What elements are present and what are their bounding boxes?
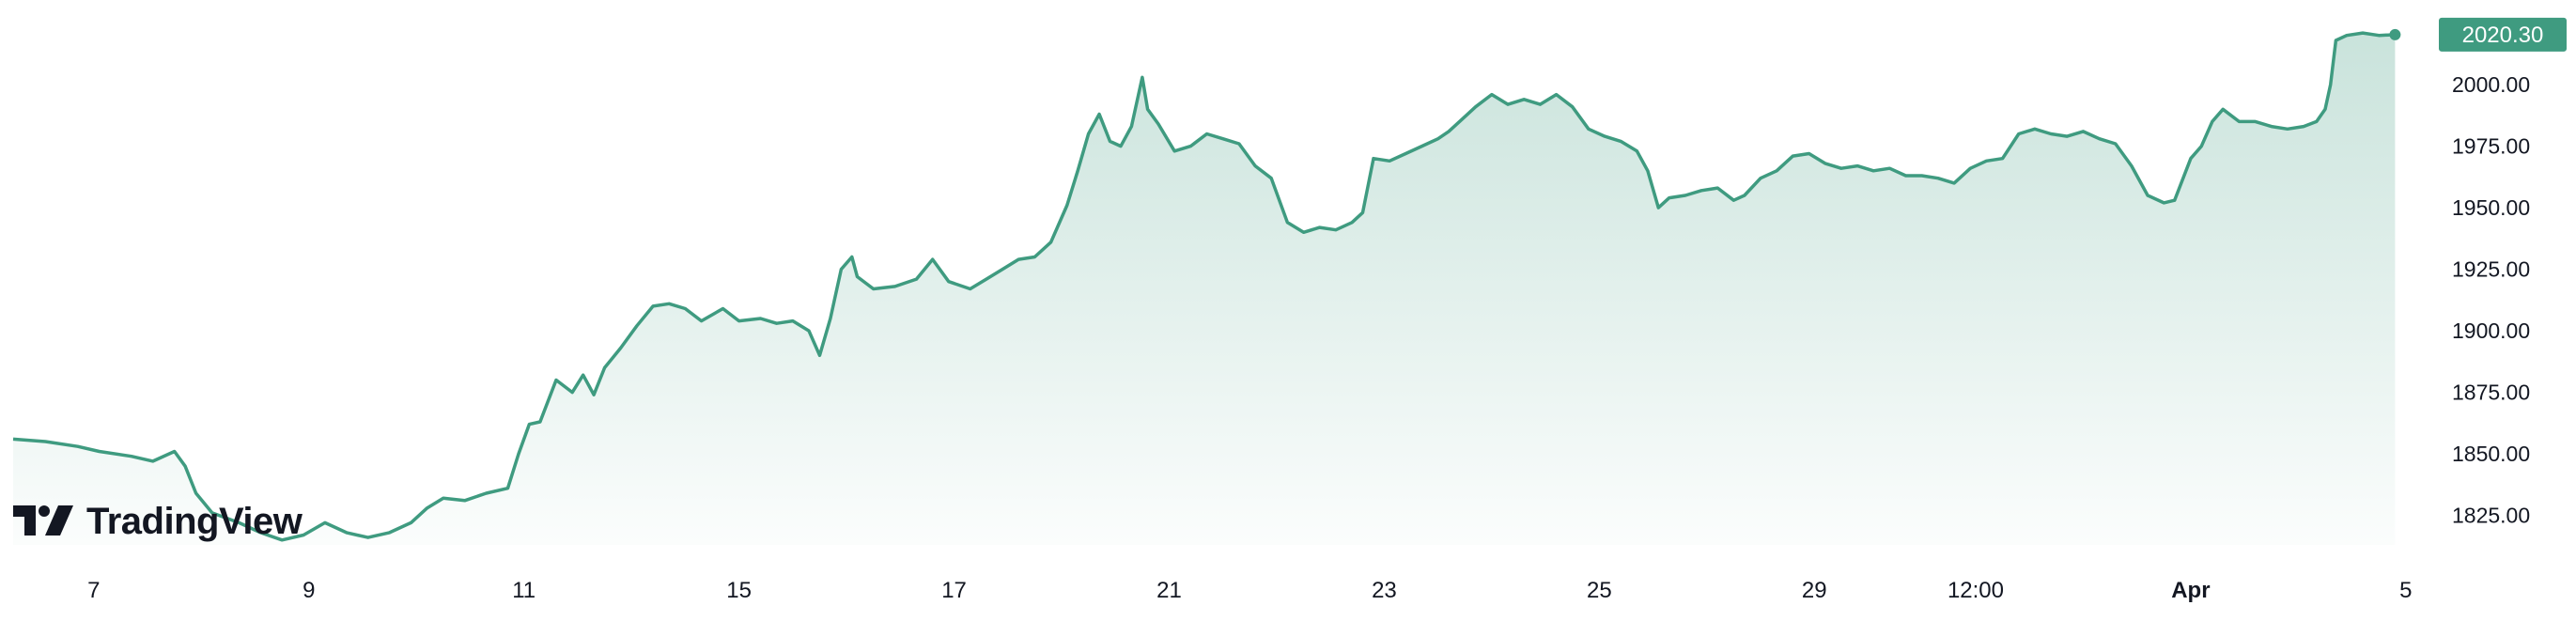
last-price-badge-layer: 2020.30: [2389, 17, 2567, 52]
x-axis[interactable]: 7 9 11 15 17 21 23 25 29 12:00 Apr 5: [87, 578, 2412, 603]
price-line-layer: [12, 31, 2396, 542]
x-tick-label: 7: [87, 578, 100, 603]
y-tick-label: 1875.00: [2452, 380, 2530, 405]
tradingview-logo[interactable]: TradingView: [13, 498, 303, 545]
x-tick-label: 21: [1156, 578, 1182, 603]
last-price-badge: [2439, 17, 2567, 52]
logo-wordmark: TradingView: [86, 501, 303, 542]
last-price-label: 2020.30: [2462, 23, 2544, 48]
y-tick-label: 1975.00: [2452, 134, 2530, 159]
x-tick-label: 11: [512, 578, 535, 603]
y-tick-label: 1825.00: [2452, 504, 2530, 528]
x-tick-label: 5: [2399, 578, 2412, 603]
x-tick-label: 15: [726, 578, 752, 603]
x-tick-label: 23: [1372, 578, 1397, 603]
price-area-fill: [13, 33, 2396, 546]
x-tick-label: 9: [303, 578, 315, 603]
area-fill-layer: [13, 33, 2396, 546]
y-tick-label: 1900.00: [2452, 318, 2530, 343]
x-tick-label: Apr: [2171, 578, 2210, 603]
y-tick-label: 2000.00: [2452, 72, 2530, 97]
price-line: [12, 31, 2396, 542]
last-price-dot: [2389, 28, 2401, 40]
tradingview-logo-icon: [13, 505, 73, 537]
y-tick-label: 1925.00: [2452, 257, 2530, 282]
y-tick-label: 1950.00: [2452, 195, 2530, 220]
x-tick-label: 25: [1587, 578, 1612, 603]
x-tick-label: 17: [941, 578, 967, 603]
y-axis[interactable]: 1825.00 1850.00 1875.00 1900.00 1925.00 1950.…: [2452, 72, 2530, 527]
x-tick-label: 12:00: [1948, 578, 2004, 603]
y-tick-label: 1850.00: [2452, 442, 2530, 466]
x-tick-label: 29: [1802, 578, 1827, 603]
